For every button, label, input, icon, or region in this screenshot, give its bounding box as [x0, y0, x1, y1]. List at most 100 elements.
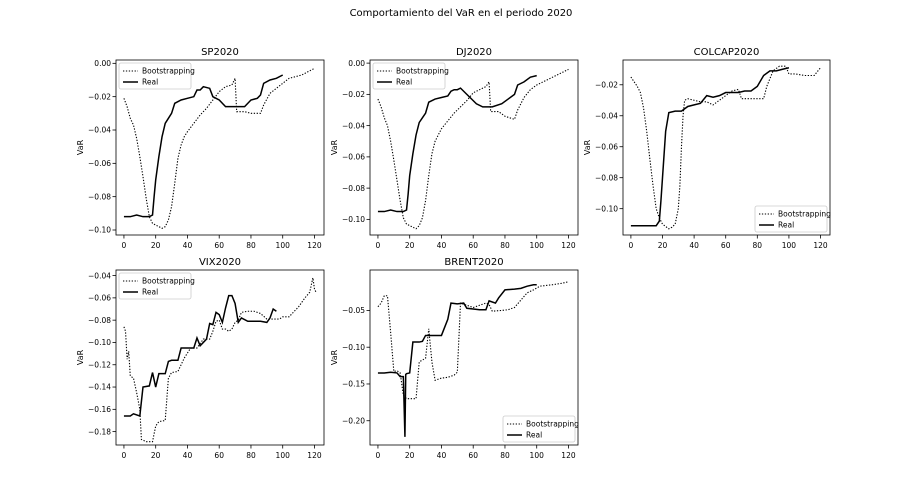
subplot-title: BRENT2020 [444, 257, 503, 268]
x-tick-label: 60 [214, 241, 224, 250]
x-tick-label: 60 [468, 241, 478, 250]
legend-label: Bootstrapping [396, 67, 449, 76]
x-tick-label: 40 [183, 451, 193, 460]
x-tick-label: 80 [753, 241, 763, 250]
x-tick-label: 60 [468, 451, 478, 460]
x-tick-label: 40 [183, 241, 193, 250]
plot-frame [622, 59, 831, 236]
y-tick-label: −0.02 [88, 92, 111, 101]
x-tick-label: 60 [721, 241, 731, 250]
x-tick-label: 120 [307, 241, 322, 250]
x-tick-label: 40 [437, 241, 447, 250]
series-line-real [123, 74, 284, 218]
x-tick-label: 120 [561, 451, 576, 460]
y-tick-label: 0.00 [348, 59, 365, 68]
legend-label: Bootstrapping [526, 420, 579, 429]
x-tick-label: 20 [405, 241, 415, 250]
plot-frame [115, 269, 325, 446]
y-tick-label: −0.06 [88, 294, 111, 303]
plot-frame [369, 59, 579, 236]
series-line-real [377, 74, 537, 213]
legend-label: Bootstrapping [778, 210, 831, 219]
legend: Bootstrapping Real [754, 205, 831, 233]
y-tick-label: −0.06 [342, 153, 365, 162]
x-tick-label: 80 [246, 241, 256, 250]
subplot-title: DJ2020 [456, 47, 492, 58]
y-tick-label: −0.10 [88, 338, 111, 347]
x-tick-label: 100 [782, 241, 797, 250]
x-tick-label: 20 [405, 451, 415, 460]
subplot-3: VIX2020 VaR 0 20 40 60 80 100 120 −0.04 −0.06 −0.08… [76, 257, 325, 460]
legend-label: Real [142, 288, 158, 297]
x-tick-label: 120 [561, 241, 576, 250]
subplot-title: COLCAP2020 [694, 47, 760, 58]
legend-label: Bootstrapping [142, 277, 195, 286]
series-line-bootstrapping [123, 67, 315, 229]
y-tick-label: −0.16 [88, 405, 111, 414]
x-tick-label: 40 [437, 451, 447, 460]
x-tick-label: 40 [689, 241, 699, 250]
legend-label: Real [396, 78, 412, 87]
y-tick-label: −0.14 [88, 383, 111, 392]
x-tick-label: 80 [246, 451, 256, 460]
y-tick-label: −0.10 [88, 226, 111, 235]
x-tick-label: 80 [500, 241, 510, 250]
x-tick-label: 20 [658, 241, 668, 250]
subplot-1: DJ2020 VaR 0 20 40 60 80 100 120 0.00 −0.02 −0.04 −0… [330, 47, 579, 250]
legend: Bootstrapping Real [118, 272, 195, 300]
y-tick-label: −0.05 [342, 306, 365, 315]
legend-label: Bootstrapping [142, 67, 195, 76]
x-tick-label: 120 [813, 241, 828, 250]
series-line-bootstrapping [630, 65, 821, 230]
x-tick-label: 20 [151, 451, 161, 460]
x-tick-label: 80 [500, 451, 510, 460]
legend-label: Real [142, 78, 158, 87]
series-line-bootstrapping [123, 277, 317, 443]
y-tick-label: −0.10 [595, 204, 618, 213]
series-line-real [630, 67, 790, 227]
y-tick-label: −0.15 [342, 380, 365, 389]
subplot-0: SP2020 VaR 0 20 40 60 80 100 120 0.00 −0.02 −0.04 −0… [76, 47, 325, 250]
x-tick-label: 0 [629, 241, 634, 250]
x-tick-label: 120 [307, 451, 322, 460]
y-axis-label: VaR [583, 139, 592, 155]
x-tick-label: 20 [151, 241, 161, 250]
legend: Bootstrapping Real [502, 415, 579, 443]
y-tick-label: −0.08 [88, 316, 111, 325]
y-axis-label: VaR [330, 139, 339, 155]
y-tick-label: −0.12 [88, 360, 111, 369]
y-tick-label: 0.00 [94, 59, 111, 68]
y-tick-label: −0.04 [88, 126, 111, 135]
y-tick-label: −0.20 [342, 416, 365, 425]
x-tick-label: 0 [122, 451, 127, 460]
x-tick-label: 100 [276, 451, 291, 460]
y-tick-label: −0.08 [342, 184, 365, 193]
plot-frame [369, 269, 579, 446]
y-tick-label: −0.04 [595, 111, 618, 120]
x-tick-label: 100 [530, 451, 545, 460]
y-axis-label: VaR [76, 139, 85, 155]
y-tick-label: −0.10 [342, 343, 365, 352]
y-tick-label: −0.08 [595, 173, 618, 182]
y-tick-label: −0.04 [342, 121, 365, 130]
y-tick-label: −0.02 [595, 80, 618, 89]
x-tick-label: 0 [376, 451, 381, 460]
subplot-title: SP2020 [201, 47, 239, 58]
series-line-bootstrapping [377, 281, 569, 400]
x-tick-label: 100 [530, 241, 545, 250]
subplot-title: VIX2020 [199, 257, 241, 268]
y-tick-label: −0.06 [88, 159, 111, 168]
y-tick-label: −0.08 [88, 192, 111, 201]
y-axis-label: VaR [76, 349, 85, 365]
y-tick-label: −0.18 [88, 427, 111, 436]
plot-frame [115, 59, 325, 236]
legend-label: Real [778, 221, 794, 230]
x-tick-label: 0 [122, 241, 127, 250]
y-tick-label: −0.06 [595, 142, 618, 151]
subplot-4: BRENT2020 VaR 0 20 40 60 80 100 120 −0.05 −0.10 −0.… [330, 257, 579, 460]
figure-title: Comportamiento del VaR en el periodo 202… [349, 8, 573, 19]
legend: Bootstrapping Real [372, 62, 449, 90]
y-tick-label: −0.04 [88, 271, 111, 280]
y-tick-label: −0.10 [342, 215, 365, 224]
